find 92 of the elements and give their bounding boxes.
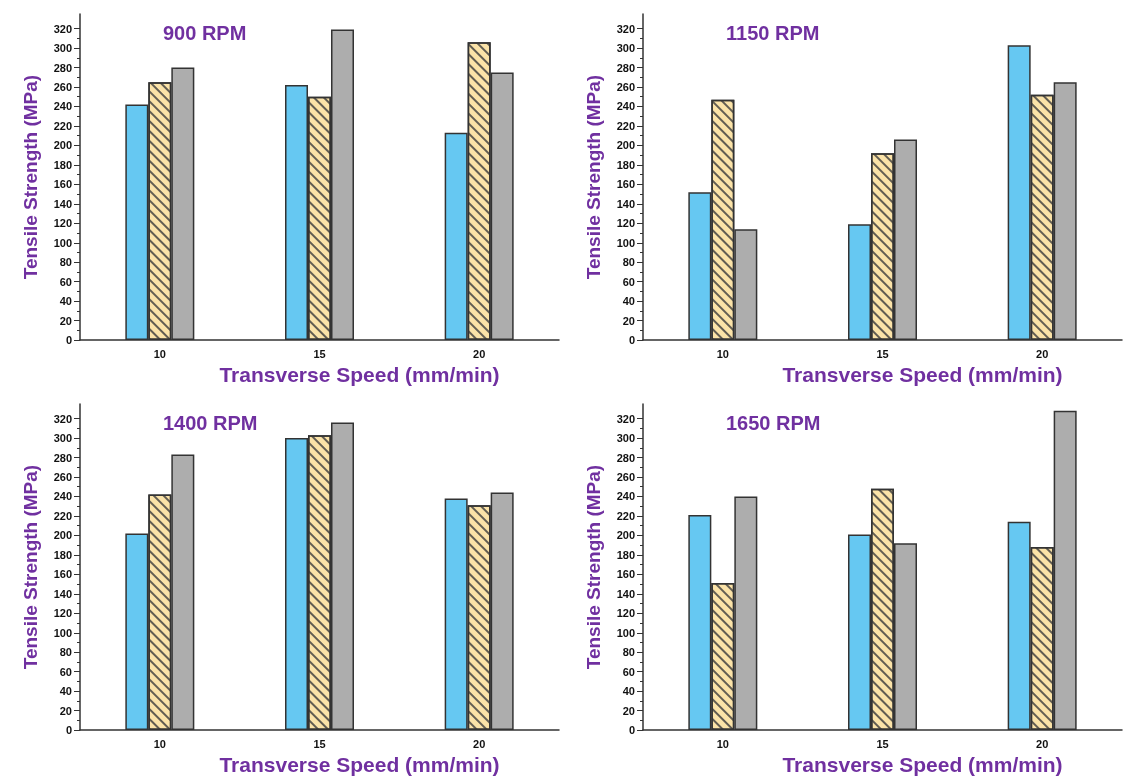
y-tick-label: 100: [53, 236, 72, 249]
y-tick-label: 260: [53, 471, 72, 484]
y-tick-label: 240: [616, 100, 635, 113]
y-tick-label: 240: [53, 490, 72, 503]
y-tick-label: 300: [616, 432, 635, 445]
y-tick-label: 100: [616, 236, 635, 249]
y-tick-label: 300: [53, 432, 72, 445]
x-tick-label: 15: [313, 737, 326, 750]
chart-title: 1650 RPM: [726, 412, 821, 434]
y-tick-label: 80: [622, 256, 635, 269]
y-tick-label: 180: [616, 158, 635, 171]
y-tick-label: 140: [616, 587, 635, 600]
y-tick-label: 200: [616, 529, 635, 542]
y-tick-label: 300: [53, 42, 72, 55]
y-tick-label: 200: [616, 139, 635, 152]
y-tick-label: 280: [616, 61, 635, 74]
y-tick-label: 0: [65, 334, 72, 347]
y-axis-title: Tensile Strength (MPa): [20, 464, 41, 670]
y-tick-label: 320: [53, 22, 72, 35]
y-tick-label: 0: [628, 724, 635, 737]
y-tick-label: 120: [53, 217, 72, 230]
y-tick-label: 260: [616, 471, 635, 484]
chart-title: 1150 RPM: [726, 22, 820, 44]
y-tick-label: 180: [53, 548, 72, 561]
y-tick-label: 60: [59, 275, 72, 288]
x-tick-label: 15: [876, 347, 889, 360]
y-tick-label: 20: [59, 314, 72, 327]
y-tick-label: 60: [59, 665, 72, 678]
x-tick-label: 15: [313, 347, 326, 360]
y-tick-label: 0: [65, 724, 72, 737]
y-tick-label: 0: [628, 334, 635, 347]
y-tick-label: 260: [616, 81, 635, 94]
y-tick-label: 280: [616, 451, 635, 464]
y-tick-label: 140: [53, 587, 72, 600]
x-tick-label: 20: [473, 347, 486, 360]
y-axis-title: Tensile Strength (MPa): [20, 74, 41, 280]
y-tick-label: 320: [53, 412, 72, 425]
x-tick-label: 10: [153, 347, 166, 360]
y-tick-label: 320: [616, 412, 635, 425]
y-tick-label: 40: [59, 685, 72, 698]
y-tick-label: 200: [53, 529, 72, 542]
y-tick-label: 240: [616, 490, 635, 503]
y-tick-label: 20: [622, 704, 635, 717]
y-tick-label: 200: [53, 139, 72, 152]
chart-title: 900 RPM: [163, 22, 247, 44]
y-tick-label: 60: [622, 275, 635, 288]
y-tick-label: 180: [616, 548, 635, 561]
y-tick-label: 80: [622, 646, 635, 659]
x-tick-label: 10: [153, 737, 166, 750]
x-tick-label: 20: [1036, 347, 1049, 360]
y-tick-label: 300: [616, 42, 635, 55]
y-tick-label: 60: [622, 665, 635, 678]
x-axis-title: Transverse Speed (mm/min): [219, 363, 500, 386]
y-tick-label: 220: [53, 119, 72, 132]
y-tick-label: 240: [53, 100, 72, 113]
y-tick-label: 220: [616, 119, 635, 132]
y-tick-label: 40: [622, 685, 635, 698]
y-tick-label: 160: [616, 568, 635, 581]
x-axis-title: Transverse Speed (mm/min): [219, 753, 500, 776]
y-tick-label: 120: [53, 607, 72, 620]
y-tick-label: 40: [59, 295, 72, 308]
y-tick-label: 80: [59, 256, 72, 269]
x-axis-title: Transverse Speed (mm/min): [782, 753, 1063, 776]
x-tick-label: 20: [473, 737, 486, 750]
y-tick-label: 280: [53, 451, 72, 464]
y-tick-label: 100: [53, 626, 72, 639]
y-tick-label: 80: [59, 646, 72, 659]
y-tick-label: 160: [53, 568, 72, 581]
x-tick-label: 20: [1036, 737, 1049, 750]
y-tick-label: 40: [622, 295, 635, 308]
y-tick-label: 120: [616, 217, 635, 230]
y-axis-title: Tensile Strength (MPa): [583, 464, 604, 670]
y-tick-label: 220: [616, 509, 635, 522]
x-axis-title: Transverse Speed (mm/min): [782, 363, 1063, 386]
y-tick-label: 160: [53, 178, 72, 191]
x-tick-label: 10: [716, 347, 729, 360]
x-tick-label: 15: [876, 737, 889, 750]
x-tick-label: 10: [716, 737, 729, 750]
y-tick-label: 180: [53, 158, 72, 171]
y-tick-label: 100: [616, 626, 635, 639]
y-tick-label: 20: [59, 704, 72, 717]
y-axis-title: Tensile Strength (MPa): [583, 74, 604, 280]
y-tick-label: 140: [616, 197, 635, 210]
y-tick-label: 20: [622, 314, 635, 327]
chart-title: 1400 RPM: [163, 412, 258, 434]
y-tick-label: 260: [53, 81, 72, 94]
y-tick-label: 320: [616, 22, 635, 35]
y-tick-label: 220: [53, 509, 72, 522]
y-tick-label: 140: [53, 197, 72, 210]
y-tick-label: 120: [616, 607, 635, 620]
y-tick-label: 280: [53, 61, 72, 74]
y-tick-label: 160: [616, 178, 635, 191]
